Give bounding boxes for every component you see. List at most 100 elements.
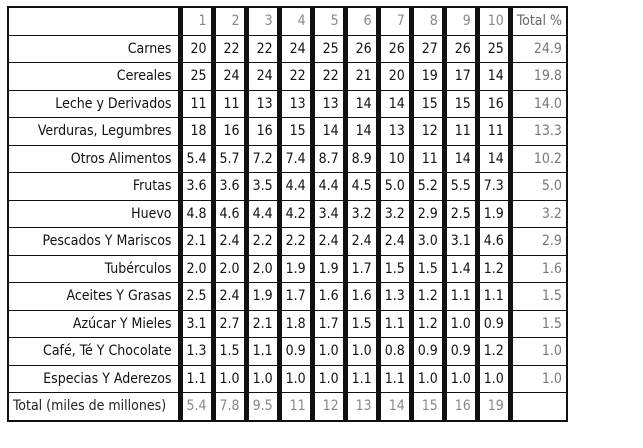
value-cell: 0.9 bbox=[476, 309, 513, 338]
value-cell: 24 bbox=[278, 34, 315, 63]
footer-row: Total (miles de millones) 5.4 7.8 9.5 11 12 13… bbox=[7, 392, 568, 421]
value-cell: 24 bbox=[212, 62, 249, 91]
column-header: 5 bbox=[311, 6, 348, 36]
header-row: 1 2 3 4 5 6 7 8 9 10 Total % bbox=[7, 6, 568, 36]
value-cell: 1.9 bbox=[245, 282, 282, 311]
value-cell: 1.5 bbox=[344, 309, 381, 338]
value-cell: 25 bbox=[476, 34, 513, 63]
table-row: Especias Y Aderezos 1.1 1.0 1.0 1.0 1.0 1.1 1.1… bbox=[7, 364, 568, 393]
value-cell: 15 bbox=[410, 89, 447, 118]
value-cell: 1.1 bbox=[443, 282, 480, 311]
value-cell: 1.2 bbox=[410, 309, 447, 338]
row-label: Huevo bbox=[7, 199, 183, 228]
value-cell: 8.9 bbox=[344, 144, 381, 173]
value-cell: 4.8 bbox=[179, 199, 216, 228]
value-cell: 1.9 bbox=[278, 254, 315, 283]
value-cell: 14 bbox=[476, 62, 513, 91]
value-cell: 11 bbox=[179, 89, 216, 118]
row-label: Frutas bbox=[7, 172, 183, 201]
value-cell: 1.0 bbox=[443, 309, 480, 338]
row-label: Tubérculos bbox=[7, 254, 183, 283]
value-cell: 3.0 bbox=[410, 227, 447, 256]
value-cell: 2.4 bbox=[212, 227, 249, 256]
value-cell: 14 bbox=[311, 117, 348, 146]
column-header: 9 bbox=[443, 6, 480, 36]
value-cell: 13 bbox=[245, 89, 282, 118]
column-header: 3 bbox=[245, 6, 282, 36]
value-cell: 16 bbox=[212, 117, 249, 146]
value-cell: 1.4 bbox=[443, 254, 480, 283]
value-cell: 2.5 bbox=[179, 282, 216, 311]
footer-value-cell: 14 bbox=[377, 392, 414, 421]
value-cell: 4.4 bbox=[278, 172, 315, 201]
value-cell: 1.5 bbox=[410, 254, 447, 283]
value-cell: 1.0 bbox=[443, 364, 480, 393]
value-cell: 2.9 bbox=[410, 199, 447, 228]
value-cell: 1.0 bbox=[410, 364, 447, 393]
value-cell: 1.5 bbox=[377, 254, 414, 283]
value-cell: 22 bbox=[212, 34, 249, 63]
value-cell: 2.5 bbox=[443, 199, 480, 228]
total-percent-cell: 24.9 bbox=[509, 34, 568, 63]
value-cell: 3.6 bbox=[179, 172, 216, 201]
table-row: Frutas 3.6 3.6 3.5 4.4 4.4 4.5 5.0 5.2 5.5 7.3 5.0 bbox=[7, 172, 568, 201]
value-cell: 1.0 bbox=[311, 337, 348, 366]
value-cell: 1.0 bbox=[278, 364, 315, 393]
value-cell: 1.2 bbox=[476, 254, 513, 283]
row-label: Pescados Y Mariscos bbox=[7, 227, 183, 256]
value-cell: 22 bbox=[311, 62, 348, 91]
header-corner-cell bbox=[7, 6, 183, 36]
column-header: 7 bbox=[377, 6, 414, 36]
value-cell: 4.6 bbox=[476, 227, 513, 256]
value-cell: 5.4 bbox=[179, 144, 216, 173]
total-percent-cell: 1.5 bbox=[509, 282, 568, 311]
food-expenditure-table: 1 2 3 4 5 6 7 8 9 10 Total % Carnes 20 22 22 24 25 26 26 27… bbox=[7, 6, 568, 422]
value-cell: 4.2 bbox=[278, 199, 315, 228]
column-header: 1 bbox=[179, 6, 216, 36]
value-cell: 1.0 bbox=[476, 364, 513, 393]
value-cell: 12 bbox=[410, 117, 447, 146]
footer-blank-cell bbox=[509, 392, 568, 421]
footer-value-cell: 13 bbox=[344, 392, 381, 421]
value-cell: 16 bbox=[245, 117, 282, 146]
value-cell: 1.0 bbox=[344, 337, 381, 366]
value-cell: 3.1 bbox=[179, 309, 216, 338]
table-row: Cereales 25 24 24 22 22 21 20 19 17 14 19.8 bbox=[7, 62, 568, 91]
table-row: Otros Alimentos 5.4 5.7 7.2 7.4 8.7 8.9 10 11 14 1… bbox=[7, 144, 568, 173]
value-cell: 22 bbox=[278, 62, 315, 91]
table-row: Huevo 4.8 4.6 4.4 4.2 3.4 3.2 3.2 2.9 2.5 1.9 3.2 bbox=[7, 199, 568, 228]
value-cell: 11 bbox=[212, 89, 249, 118]
total-percent-cell: 3.2 bbox=[509, 199, 568, 228]
value-cell: 1.3 bbox=[179, 337, 216, 366]
footer-value-cell: 15 bbox=[410, 392, 447, 421]
value-cell: 15 bbox=[443, 89, 480, 118]
value-cell: 14 bbox=[443, 144, 480, 173]
column-header: 2 bbox=[212, 6, 249, 36]
value-cell: 1.3 bbox=[377, 282, 414, 311]
value-cell: 27 bbox=[410, 34, 447, 63]
value-cell: 26 bbox=[443, 34, 480, 63]
value-cell: 4.4 bbox=[311, 172, 348, 201]
value-cell: 3.2 bbox=[377, 199, 414, 228]
value-cell: 1.6 bbox=[344, 282, 381, 311]
value-cell: 2.2 bbox=[278, 227, 315, 256]
value-cell: 1.7 bbox=[344, 254, 381, 283]
value-cell: 21 bbox=[344, 62, 381, 91]
value-cell: 14 bbox=[344, 89, 381, 118]
value-cell: 25 bbox=[311, 34, 348, 63]
table-row: Carnes 20 22 22 24 25 26 26 27 26 25 24.9 bbox=[7, 34, 568, 63]
table-row: Leche y Derivados 11 11 13 13 13 14 14 15 15 16 14.… bbox=[7, 89, 568, 118]
row-label: Otros Alimentos bbox=[7, 144, 183, 173]
value-cell: 2.0 bbox=[179, 254, 216, 283]
row-label: Carnes bbox=[7, 34, 183, 63]
value-cell: 11 bbox=[443, 117, 480, 146]
total-percent-cell: 19.8 bbox=[509, 62, 568, 91]
value-cell: 18 bbox=[179, 117, 216, 146]
value-cell: 2.0 bbox=[212, 254, 249, 283]
column-header: 10 bbox=[476, 6, 513, 36]
row-label: Aceites Y Grasas bbox=[7, 282, 183, 311]
footer-value-cell: 16 bbox=[443, 392, 480, 421]
total-percent-cell: 1.5 bbox=[509, 309, 568, 338]
data-table-container: 1 2 3 4 5 6 7 8 9 10 Total % Carnes 20 22 22 24 25 26 26 27… bbox=[7, 6, 568, 422]
value-cell: 16 bbox=[476, 89, 513, 118]
